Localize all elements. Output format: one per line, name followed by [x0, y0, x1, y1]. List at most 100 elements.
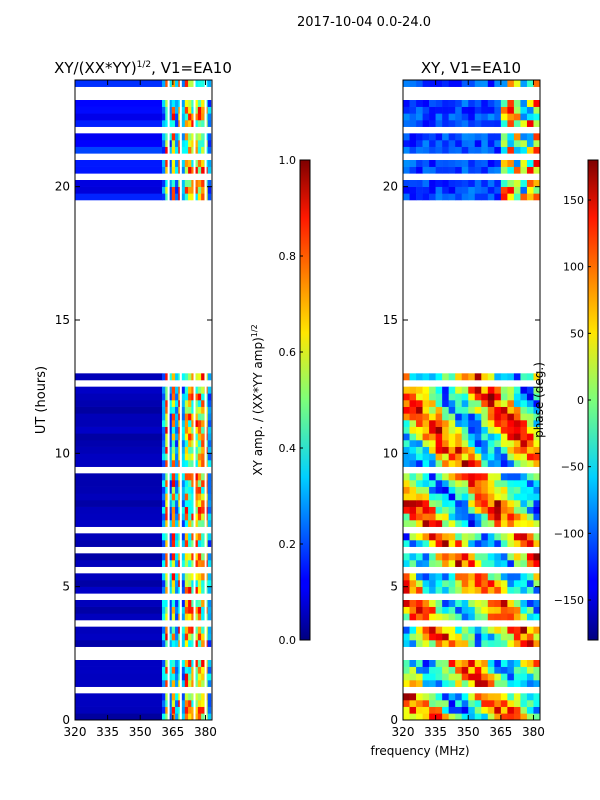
phase-cell — [422, 160, 430, 167]
amplitude-cell — [75, 160, 163, 167]
amplitude-cell — [191, 586, 195, 594]
amplitude-cell — [171, 480, 176, 487]
amplitude-cell — [165, 100, 169, 107]
amplitude-cell — [165, 713, 169, 720]
phase-cell — [409, 480, 417, 487]
phase-cell — [448, 713, 456, 720]
amplitude-cell — [197, 666, 202, 674]
phase-cell — [474, 393, 482, 401]
amplitude-cell — [201, 586, 205, 594]
amplitude-cell — [197, 506, 202, 514]
amplitude-cell — [175, 433, 179, 441]
phase-cell — [409, 713, 417, 720]
phase-cell — [416, 540, 423, 547]
amplitude-cell — [181, 166, 186, 174]
amplitude-cell — [165, 613, 169, 621]
phase-cell — [494, 580, 502, 587]
amplitude-cell — [188, 633, 192, 641]
amplitude-cell — [161, 146, 166, 154]
amplitude-cell — [168, 420, 173, 427]
phase-cell — [474, 533, 482, 541]
phase-cell — [533, 493, 540, 501]
phase-cell — [481, 553, 489, 561]
amplitude-cell — [188, 140, 192, 147]
phase-cell — [455, 433, 463, 441]
phase-cell — [526, 486, 534, 494]
amplitude-cell — [191, 80, 195, 87]
amplitude-cell — [171, 393, 176, 401]
amplitude-cell — [207, 480, 212, 487]
amplitude-cell — [184, 193, 189, 201]
phase-cell — [461, 426, 469, 434]
phase-cell — [448, 393, 456, 401]
amplitude-cell — [184, 540, 189, 547]
phase-cell — [481, 606, 489, 614]
amplitude-cell — [207, 473, 212, 481]
amplitude-cell — [188, 706, 192, 714]
amplitude-cell — [181, 453, 186, 461]
amplitude-cell — [197, 446, 202, 454]
amplitude-cell — [175, 120, 179, 127]
phase-cell — [442, 480, 449, 487]
amplitude-cell — [161, 613, 166, 621]
amplitude-cell — [188, 640, 192, 647]
amplitude-cell — [175, 113, 179, 121]
phase-cell — [403, 180, 410, 187]
amplitude-cell — [184, 100, 189, 107]
amplitude-cell — [207, 713, 212, 720]
phase-cell — [526, 613, 534, 621]
amplitude-cell — [191, 613, 195, 621]
phase-cell — [513, 493, 521, 501]
amplitude-cell — [207, 386, 212, 394]
amplitude-cell — [184, 440, 189, 447]
phase-cell — [448, 186, 456, 194]
phase-cell — [474, 100, 482, 107]
phase-cell — [442, 433, 449, 441]
phase-cell — [481, 413, 489, 421]
amplitude-cell — [194, 160, 199, 167]
phase-cell — [481, 480, 489, 487]
amplitude-cell — [207, 400, 212, 407]
phase-cell — [481, 433, 489, 441]
amplitude-cell — [171, 140, 176, 147]
amplitude-cell — [188, 160, 192, 167]
phase-cell — [474, 540, 482, 547]
phase-cell — [409, 540, 417, 547]
phase-cell — [461, 513, 469, 521]
phase-cell — [442, 540, 449, 547]
phase-cell — [416, 100, 423, 107]
amplitude-cell — [181, 193, 186, 201]
amplitude-cell — [184, 420, 189, 427]
amplitude-cell — [161, 80, 166, 87]
amplitude-cell — [175, 106, 179, 114]
amplitude-cell — [75, 193, 163, 201]
amplitude-cell — [175, 680, 179, 687]
amplitude-cell — [207, 486, 212, 494]
phase-cell — [461, 433, 469, 441]
amplitude-cell — [165, 460, 169, 467]
amplitude-cell — [188, 193, 192, 201]
phase-cell — [416, 373, 423, 381]
amplitude-cell — [181, 160, 186, 167]
amplitude-cell — [201, 693, 205, 701]
phase-cell — [500, 393, 508, 401]
amplitude-cell — [197, 120, 202, 127]
amplitude-cell — [75, 166, 163, 174]
amplitude-cell — [207, 413, 212, 421]
figure-suptitle: 2017-10-04 0.0-24.0 — [297, 15, 431, 30]
phase-cell — [474, 713, 482, 720]
phase-cell — [481, 393, 489, 401]
amplitude-cell — [197, 406, 202, 414]
amplitude-cell — [191, 113, 195, 121]
amplitude-cell — [207, 693, 212, 701]
amplitude-cell — [165, 166, 169, 174]
phase-cell — [533, 420, 540, 427]
amplitude-cell — [197, 80, 202, 87]
phase-cell — [526, 433, 534, 441]
amplitude-cell — [161, 713, 166, 720]
phase-cell — [409, 486, 417, 494]
phase-cell — [500, 553, 508, 561]
phase-cell — [429, 446, 436, 454]
amplitude-cell — [201, 166, 205, 174]
phase-cell — [487, 486, 495, 494]
